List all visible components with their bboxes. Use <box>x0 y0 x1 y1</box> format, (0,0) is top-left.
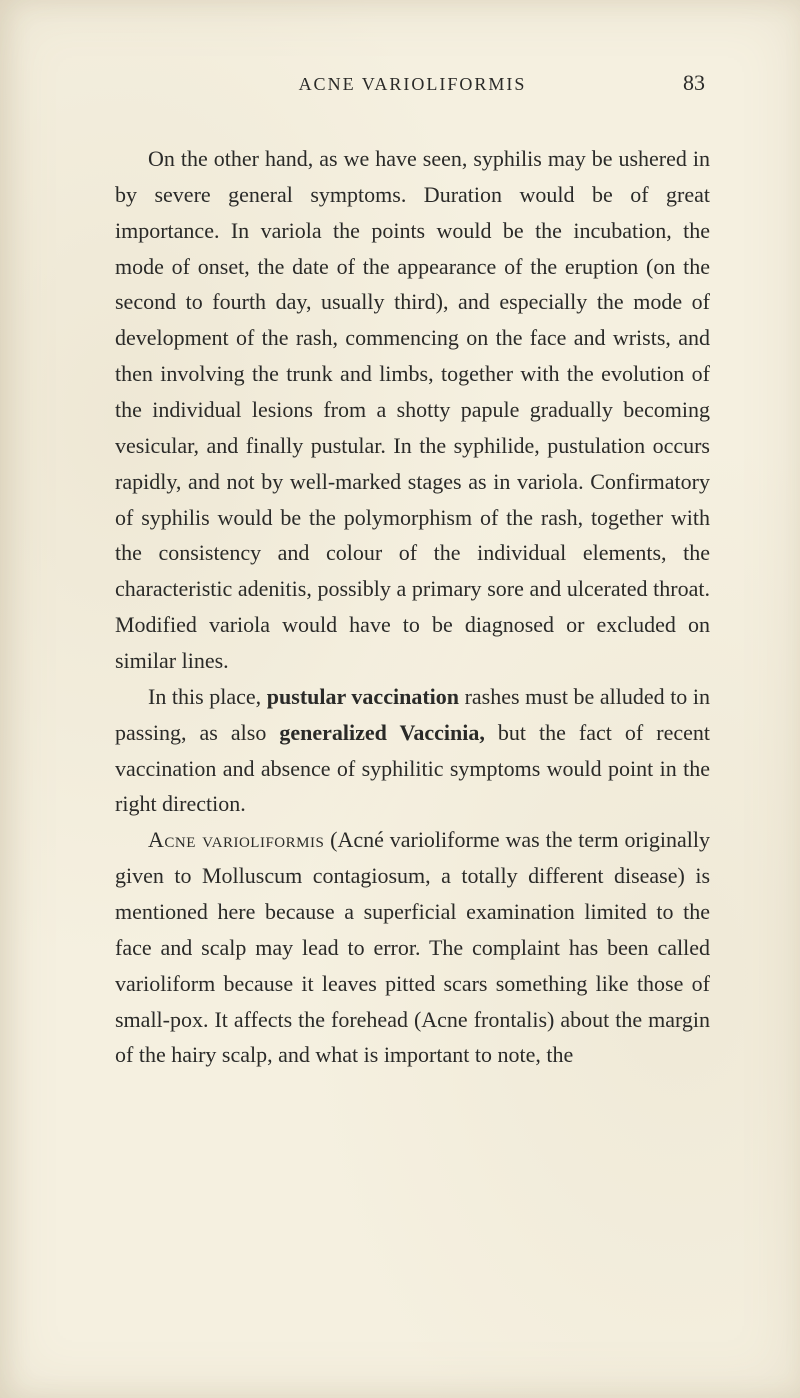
p2-text-a: In this place, <box>148 684 267 709</box>
paragraph-3: Acne varioliformis (Acné varioliforme wa… <box>115 822 710 1073</box>
p2-bold-vaccinia: generalized Vaccinia, <box>279 720 485 745</box>
running-title: ACNE VARIOLIFORMIS <box>160 74 665 95</box>
page-number: 83 <box>665 70 705 96</box>
p3-text-a: (Acné varioliforme was the term original… <box>115 827 710 1067</box>
paragraph-1: On the other hand, as we have seen, syph… <box>115 141 710 679</box>
page-header: ACNE VARIOLIFORMIS 83 <box>115 70 710 96</box>
paragraph-2: In this place, pustular vaccination rash… <box>115 679 710 822</box>
body-text: On the other hand, as we have seen, syph… <box>115 141 710 1073</box>
p2-bold-pustular: pustular vaccination <box>267 684 459 709</box>
p1-text: On the other hand, as we have seen, syph… <box>115 146 710 673</box>
page-container: ACNE VARIOLIFORMIS 83 On the other hand,… <box>0 0 800 1398</box>
p3-smallcaps: Acne varioliformis <box>148 827 324 852</box>
